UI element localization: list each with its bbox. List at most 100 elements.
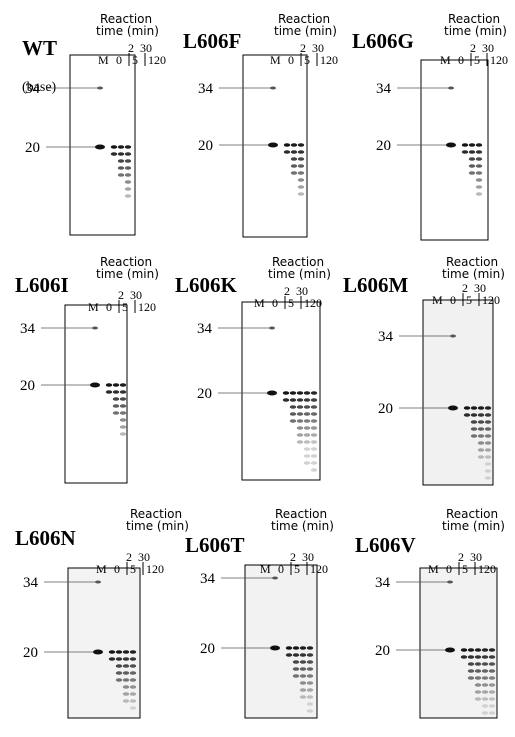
- band: [468, 143, 476, 147]
- lane-label: 30: [470, 550, 482, 564]
- band: [282, 391, 290, 395]
- lane-label: M: [88, 300, 99, 314]
- lane-label: 30: [312, 41, 324, 55]
- gel: [67, 567, 141, 719]
- band: [283, 143, 291, 147]
- band: [488, 690, 496, 694]
- lane-label: 0: [458, 53, 464, 67]
- band: [285, 653, 293, 657]
- band: [292, 653, 300, 657]
- band: [470, 406, 478, 410]
- band: [117, 152, 125, 156]
- gel: [419, 567, 498, 719]
- lane-label: 2: [128, 41, 134, 55]
- band: [105, 390, 113, 394]
- gel: [420, 59, 489, 241]
- band: [477, 413, 485, 417]
- panel-label: L606T: [185, 533, 245, 557]
- reaction-label: time (min): [274, 24, 337, 38]
- reaction-label: time (min): [96, 24, 159, 38]
- band: [448, 86, 454, 90]
- size-marker: 20: [20, 378, 35, 394]
- band: [448, 405, 458, 411]
- band: [446, 142, 456, 148]
- band: [488, 711, 496, 715]
- band: [124, 159, 132, 163]
- band: [105, 383, 113, 387]
- reaction-label: Reaction: [446, 507, 498, 521]
- band: [299, 688, 307, 692]
- band: [97, 86, 103, 90]
- lane-label: 2: [462, 281, 468, 295]
- band: [310, 391, 318, 395]
- panel-label: L606G: [352, 29, 414, 53]
- size-marker: 20: [200, 641, 215, 657]
- band: [90, 382, 100, 388]
- lane-label: M: [260, 562, 271, 576]
- size-marker: 20: [198, 138, 213, 154]
- band: [119, 432, 127, 436]
- lane-label: 5: [294, 562, 300, 576]
- band: [303, 405, 311, 409]
- lane-label: 30: [140, 41, 152, 55]
- band: [296, 440, 304, 444]
- band: [467, 676, 475, 680]
- band: [306, 653, 314, 657]
- band: [299, 681, 307, 685]
- band: [484, 434, 492, 438]
- band: [117, 145, 125, 149]
- band: [310, 433, 318, 437]
- band: [306, 646, 314, 650]
- band: [474, 669, 482, 673]
- band: [303, 391, 311, 395]
- band: [297, 171, 305, 175]
- lane-label: 120: [310, 562, 328, 576]
- band: [306, 674, 314, 678]
- band: [477, 434, 485, 438]
- band: [447, 580, 453, 584]
- reaction-label: Reaction: [100, 255, 152, 269]
- size-marker: 34: [375, 575, 391, 591]
- band: [488, 655, 496, 659]
- lane-label: 30: [474, 281, 486, 295]
- lane-label: 120: [138, 300, 156, 314]
- reaction-label: time (min): [442, 267, 505, 281]
- lane-label: 0: [446, 562, 452, 576]
- lane-label: 5: [304, 53, 310, 67]
- band: [477, 420, 485, 424]
- band: [488, 676, 496, 680]
- band: [303, 398, 311, 402]
- reaction-label: time (min): [126, 519, 189, 533]
- band: [290, 157, 298, 161]
- band: [296, 426, 304, 430]
- reaction-label: Reaction: [446, 255, 498, 269]
- band: [124, 194, 132, 198]
- size-marker: 34: [378, 329, 394, 345]
- panel-label: L606M: [343, 273, 409, 297]
- band: [290, 171, 298, 175]
- band: [119, 425, 127, 429]
- band: [481, 655, 489, 659]
- band: [117, 159, 125, 163]
- band: [283, 150, 291, 154]
- band: [119, 390, 127, 394]
- lane-label: 2: [470, 41, 476, 55]
- band: [310, 447, 318, 451]
- band: [484, 469, 492, 473]
- band: [445, 647, 455, 653]
- band: [474, 683, 482, 687]
- band: [292, 667, 300, 671]
- reaction-label: Reaction: [100, 12, 152, 26]
- band: [481, 662, 489, 666]
- band: [310, 454, 318, 458]
- lane-label: 5: [462, 562, 468, 576]
- band: [484, 420, 492, 424]
- lane-label: 0: [116, 53, 122, 67]
- lane-label: 30: [482, 41, 494, 55]
- band: [119, 411, 127, 415]
- band: [306, 695, 314, 699]
- band: [122, 699, 130, 703]
- band: [463, 406, 471, 410]
- lane-label: 5: [122, 300, 128, 314]
- band: [475, 164, 483, 168]
